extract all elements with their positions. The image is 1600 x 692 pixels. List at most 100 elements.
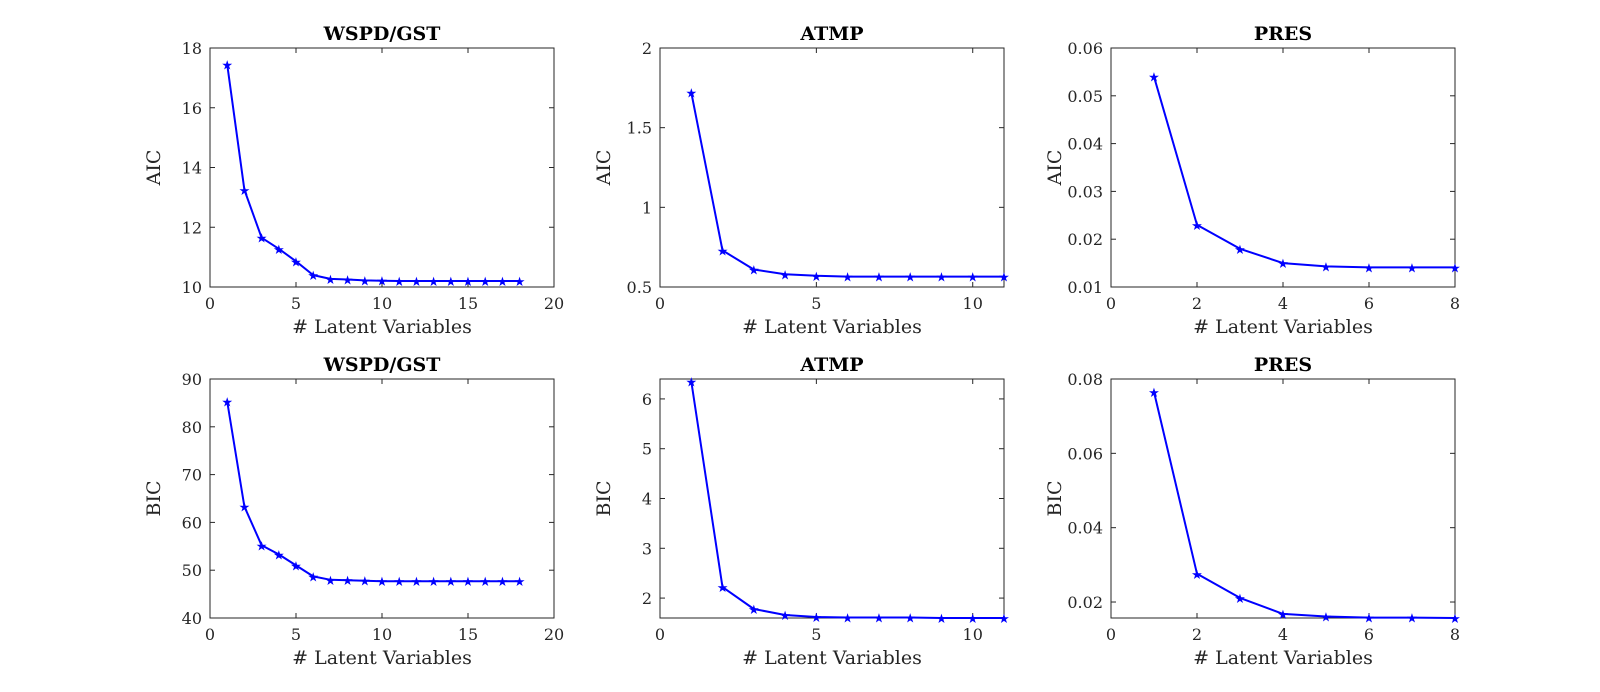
chart-panel-2: 0 5 10 0.5 1 1.5 2 ATMP # Latent Variables AIC ★ ★ ★…	[593, 23, 1010, 338]
data-point-marker: ★	[479, 575, 491, 590]
data-point-marker: ★	[967, 612, 979, 627]
data-point-marker: ★	[256, 232, 268, 247]
data-point-marker: ★	[748, 603, 760, 618]
data-point-marker: ★	[748, 263, 760, 278]
data-point-marker: ★	[936, 612, 948, 627]
data-point-marker: ★	[1449, 261, 1461, 276]
x-tick-label: 10	[963, 625, 983, 644]
data-point-marker: ★	[479, 275, 491, 290]
data-point-marker: ★	[1234, 243, 1246, 258]
y-tick-label: 0.02	[1067, 230, 1103, 249]
y-tick-label: 16	[182, 99, 202, 118]
y-tick-label: 90	[182, 370, 202, 389]
y-tick-label: 1.5	[627, 119, 652, 138]
y-tick-label: 6	[642, 390, 652, 409]
data-point-marker: ★	[1277, 257, 1289, 272]
series-line	[226, 64, 520, 282]
x-tick-label: 6	[1364, 294, 1374, 313]
data-point-marker: ★	[325, 574, 337, 589]
y-tick-label: 80	[182, 418, 202, 437]
x-tick-label: 15	[458, 625, 478, 644]
y-axis-label: BIC	[143, 480, 165, 516]
y-tick-label: 1	[642, 198, 652, 217]
y-tick-label: 14	[182, 159, 202, 178]
data-point-marker: ★	[1449, 612, 1461, 627]
data-point-marker: ★	[376, 575, 388, 590]
x-axis-label: # Latent Variables	[1193, 647, 1373, 669]
chart-title: PRES	[1254, 23, 1312, 45]
series-line	[1153, 76, 1455, 269]
x-axis-label: # Latent Variables	[742, 647, 922, 669]
plot-area	[659, 47, 1005, 288]
data-point-marker: ★	[256, 539, 268, 554]
y-tick-label: 0.02	[1067, 593, 1103, 612]
x-axis-label: # Latent Variables	[1193, 316, 1373, 338]
y-tick-label: 0.01	[1067, 278, 1103, 297]
data-point-marker: ★	[936, 271, 948, 286]
data-point-marker: ★	[497, 575, 509, 590]
data-point-marker: ★	[393, 575, 405, 590]
data-point-marker: ★	[1406, 261, 1418, 276]
data-point-marker: ★	[445, 575, 457, 590]
x-tick-label: 0	[1106, 294, 1116, 313]
data-point-marker: ★	[497, 275, 509, 290]
data-point-marker: ★	[307, 269, 319, 284]
data-point-marker: ★	[445, 275, 457, 290]
x-tick-label: 0	[1106, 625, 1116, 644]
data-point-marker: ★	[1277, 608, 1289, 623]
chart-panel-4: 0 5 10 15 20 40 50 60 70 80 90 WSPD/GST # Latent Var…	[143, 354, 564, 669]
data-point-marker: ★	[359, 274, 371, 289]
data-point-marker: ★	[307, 570, 319, 585]
data-point-marker: ★	[998, 612, 1010, 627]
data-point-marker: ★	[359, 575, 371, 590]
y-tick-label: 0.06	[1067, 39, 1103, 58]
y-tick-label: 2	[642, 589, 652, 608]
y-tick-label: 4	[642, 490, 652, 509]
data-point-marker: ★	[904, 612, 916, 627]
chart-title: WSPD/GST	[323, 354, 441, 376]
x-tick-label: 5	[811, 625, 821, 644]
y-tick-label: 0.08	[1067, 370, 1103, 389]
data-point-marker: ★	[1191, 219, 1203, 234]
data-point-marker: ★	[842, 612, 854, 627]
y-tick-label: 5	[642, 440, 652, 459]
x-tick-label: 8	[1450, 625, 1460, 644]
plot-area	[1110, 378, 1456, 619]
y-tick-label: 50	[182, 561, 202, 580]
data-point-marker: ★	[514, 275, 526, 290]
y-tick-label: 10	[182, 278, 202, 297]
y-tick-label: 2	[642, 39, 652, 58]
x-tick-label: 5	[811, 294, 821, 313]
data-point-marker: ★	[325, 273, 337, 288]
data-point-marker: ★	[239, 184, 251, 199]
y-tick-label: 18	[182, 39, 202, 58]
series-line	[690, 381, 1004, 619]
data-point-marker: ★	[1320, 611, 1332, 626]
data-point-marker: ★	[273, 548, 285, 563]
data-point-marker: ★	[842, 271, 854, 286]
y-tick-label: 0.04	[1067, 135, 1103, 154]
x-tick-label: 15	[458, 294, 478, 313]
x-tick-label: 4	[1278, 625, 1288, 644]
data-point-marker: ★	[998, 271, 1010, 286]
data-point-marker: ★	[514, 575, 526, 590]
data-point-marker: ★	[221, 395, 233, 410]
series-line	[690, 92, 1004, 278]
x-tick-label: 0	[205, 294, 215, 313]
data-point-marker: ★	[376, 275, 388, 290]
x-tick-label: 2	[1192, 294, 1202, 313]
data-point-marker: ★	[393, 275, 405, 290]
x-tick-label: 20	[544, 625, 564, 644]
data-point-marker: ★	[779, 268, 791, 283]
plot-area	[659, 378, 1005, 619]
data-point-marker: ★	[1234, 592, 1246, 607]
chart-panel-3: 0 2 4 6 8 0.01 0.02 0.03 0.04 0.05 0.06 PRES # Laten…	[1044, 23, 1461, 338]
data-point-marker: ★	[239, 501, 251, 516]
x-tick-label: 0	[655, 294, 665, 313]
x-tick-label: 4	[1278, 294, 1288, 313]
data-point-marker: ★	[1148, 71, 1160, 86]
series-line	[226, 401, 520, 583]
data-point-marker: ★	[411, 575, 423, 590]
data-point-marker: ★	[873, 271, 885, 286]
data-point-marker: ★	[1148, 386, 1160, 401]
